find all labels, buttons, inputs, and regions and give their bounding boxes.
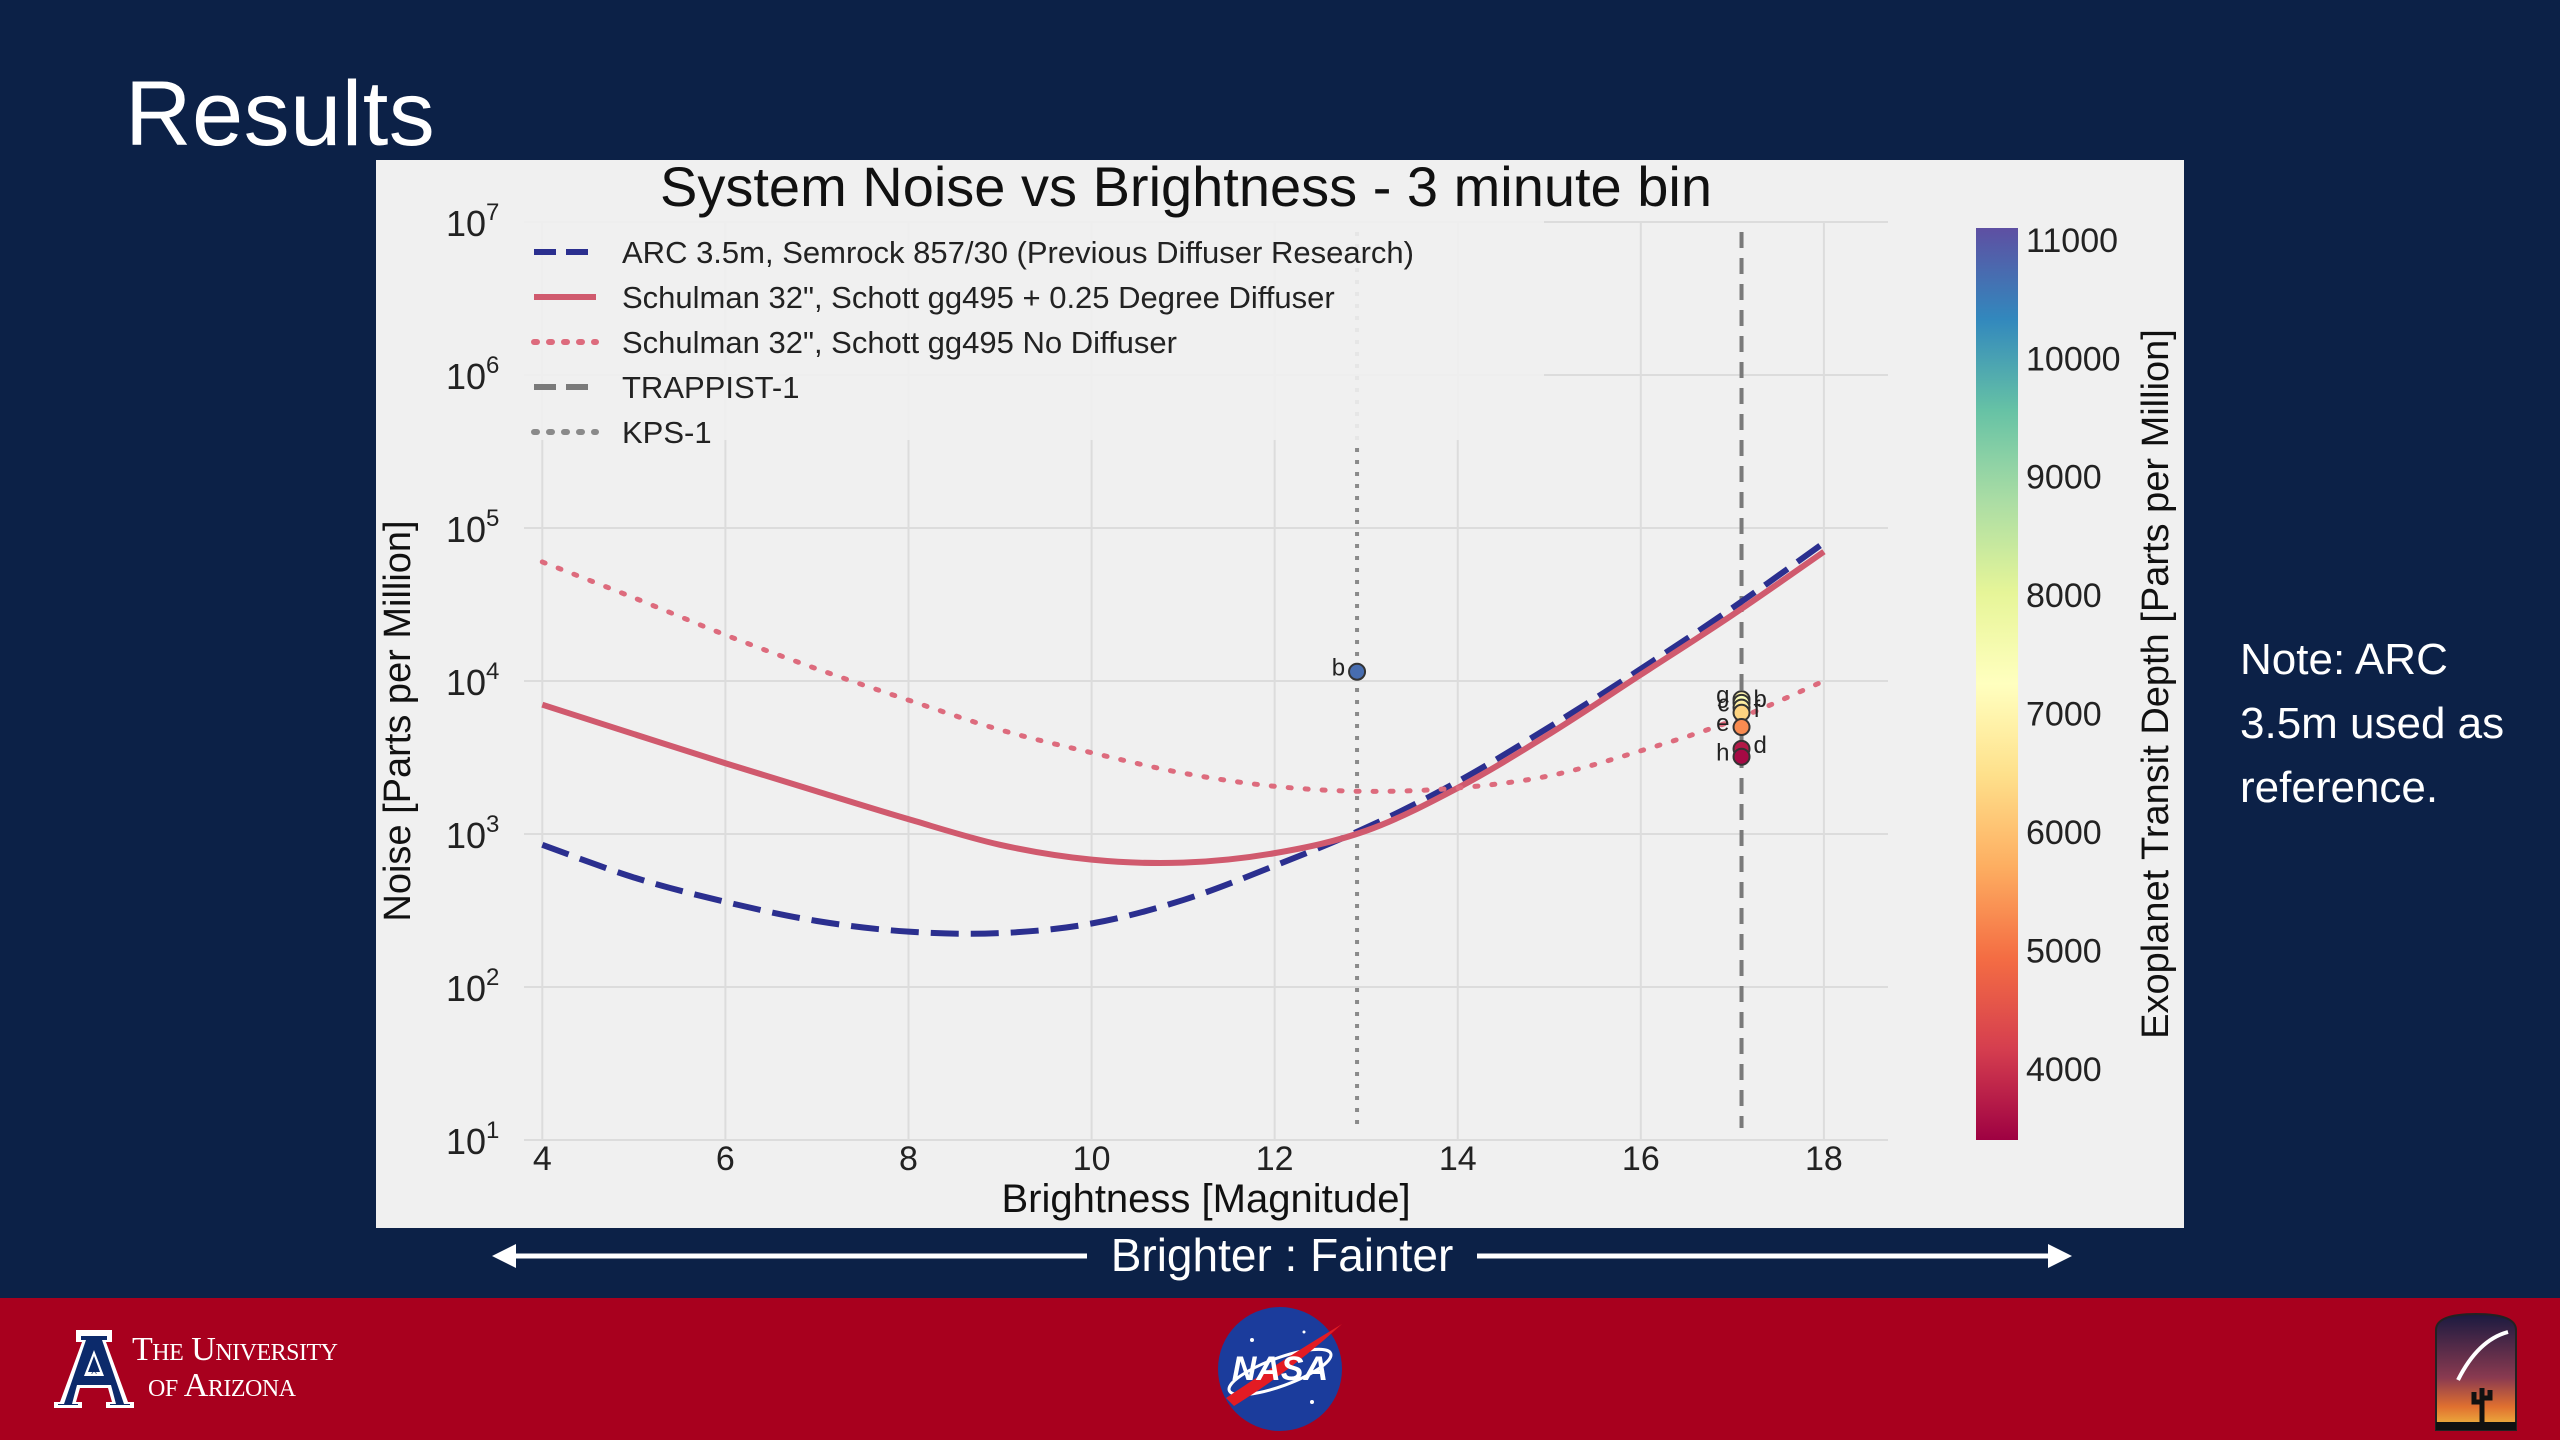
legend-label: Schulman 32", Schott gg495 + 0.25 Degree…	[622, 280, 1335, 315]
planet-label-h: h	[1716, 740, 1729, 767]
y-tick-label: 107	[446, 199, 499, 244]
university-name-line1: The University	[132, 1331, 338, 1368]
x-tick-label: 18	[1805, 1140, 1843, 1178]
x-tick-label: 12	[1256, 1140, 1294, 1178]
legend-box	[504, 220, 1544, 440]
left-arrow-head	[492, 1244, 516, 1268]
brightness-direction-indicator: Brighter : Fainter	[492, 1224, 2072, 1288]
right-arrow-head	[2048, 1244, 2072, 1268]
direction-label: Brighter : Fainter	[1086, 1229, 1478, 1281]
colorbar-tick-label: 8000	[2026, 577, 2102, 615]
university-name-line2: of Arizona	[148, 1367, 296, 1404]
steward-observatory-logo	[2435, 1312, 2517, 1431]
colorbar-tick-label: 9000	[2026, 459, 2102, 497]
university-of-arizona-logo: A The University of Arizona	[54, 1328, 394, 1408]
svg-text:NASA: NASA	[1232, 1350, 1328, 1388]
noise-vs-brightness-chart: 4 6 8 10 12 14 16 18 101 102 103 104 105 106 107 Bright…	[377, 160, 2177, 1221]
x-tick-label: 6	[716, 1140, 735, 1178]
arizona-a-icon: A	[54, 1330, 134, 1408]
note-text: Note: ARC 3.5m used as reference.	[2240, 635, 2505, 812]
x-axis-label: Brightness [Magnitude]	[1001, 1177, 1410, 1221]
y-tick-label: 102	[446, 964, 499, 1009]
colorbar-tick-label: 7000	[2026, 696, 2102, 734]
series-line-1	[541, 549, 1826, 867]
chart-panel: 4 6 8 10 12 14 16 18 101 102 103 104 105 106 107 Bright…	[376, 160, 2184, 1228]
legend-label: Schulman 32", Schott gg495 No Diffuser	[622, 325, 1177, 360]
planet-label-c: c	[1718, 691, 1730, 718]
x-tick-label: 4	[533, 1140, 552, 1178]
colorbar-tick-label: 10000	[2026, 340, 2121, 378]
planet-label-d: d	[1754, 732, 1767, 759]
planet-label-f: f	[1754, 696, 1761, 723]
x-tick-label: 14	[1439, 1140, 1477, 1178]
colorbar-tick-label: 6000	[2026, 814, 2102, 852]
y-tick-label: 106	[446, 352, 499, 397]
colorbar-tick-label: 5000	[2026, 932, 2102, 970]
x-tick-label: 16	[1622, 1140, 1660, 1178]
y-tick-label: 104	[446, 658, 499, 703]
planet-label-b: b	[1332, 655, 1345, 682]
y-tick-label: 105	[446, 505, 499, 550]
planet-label-e: e	[1716, 710, 1729, 737]
colorbar-tick-label: 11000	[2026, 222, 2118, 260]
series-line-0	[541, 540, 1826, 937]
y-axis-label: Noise [Parts per Million]	[377, 520, 419, 921]
planet-point-e	[1732, 718, 1751, 737]
planet-label-b: b	[1754, 686, 1767, 713]
series-line-2	[539, 559, 1827, 794]
legend-label: KPS-1	[622, 415, 712, 450]
colorbar-label: Exoplanet Transit Depth [Parts per Milli…	[2135, 329, 2177, 1039]
colorbar-tick-label: 4000	[2026, 1051, 2102, 1089]
chart-title: System Noise vs Brightness - 3 minute bi…	[660, 160, 1712, 218]
planet-point-b	[1348, 662, 1367, 681]
planet-label-g: g	[1716, 682, 1729, 709]
footer-bar: A The University of Arizona NASA	[0, 1298, 2560, 1440]
planet-point-h	[1732, 747, 1751, 766]
y-tick-label: 101	[446, 1117, 499, 1162]
nasa-logo: NASA	[1218, 1307, 1342, 1431]
svg-text:A: A	[91, 1367, 97, 1376]
legend-label: TRAPPIST-1	[622, 370, 799, 405]
x-tick-label: 8	[899, 1140, 918, 1178]
colorbar	[1976, 228, 2018, 1140]
legend-label: ARC 3.5m, Semrock 857/30 (Previous Diffu…	[622, 235, 1414, 270]
slide-title: Results	[125, 63, 436, 165]
y-tick-label: 103	[446, 811, 499, 856]
x-tick-label: 10	[1073, 1140, 1111, 1178]
